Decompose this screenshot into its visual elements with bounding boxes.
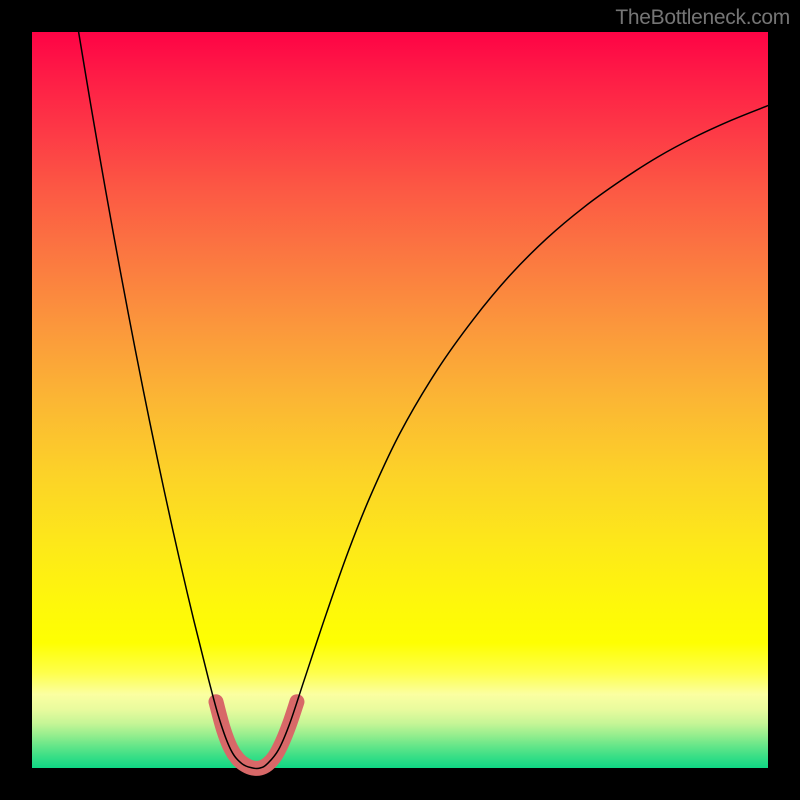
curve-overlay [32,32,768,768]
watermark-text: TheBottleneck.com [615,6,790,30]
bottleneck-curve [76,17,768,768]
plot-area [32,32,768,768]
chart-canvas: TheBottleneck.com [0,0,800,800]
